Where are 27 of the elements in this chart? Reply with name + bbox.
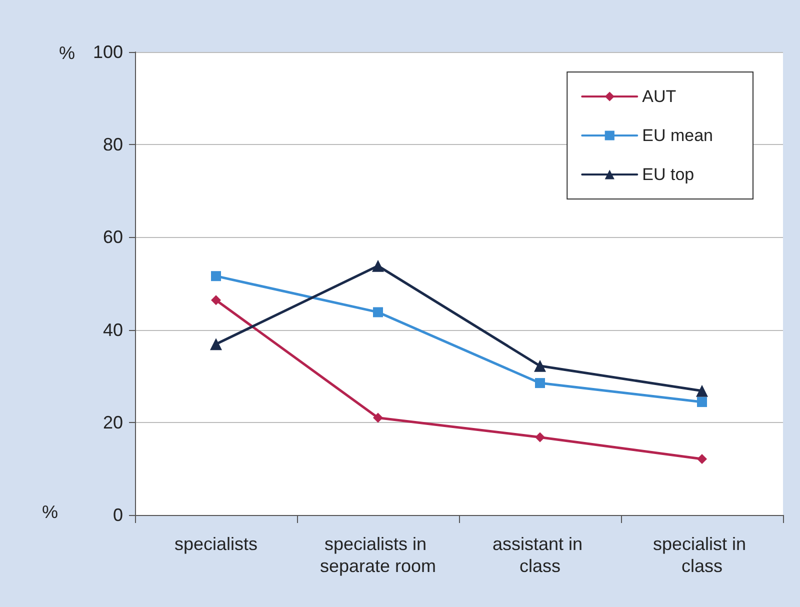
x-tick-label: specialist in class — [652, 534, 752, 576]
y-tick-label: 60 — [102, 227, 123, 248]
point — [373, 412, 383, 423]
text: % — [42, 502, 58, 522]
point — [534, 360, 546, 372]
y-tick-label: 20 — [102, 412, 123, 432]
point — [211, 295, 221, 306]
point — [697, 454, 707, 464]
y-tick-label: 100 — [92, 42, 123, 62]
point — [696, 384, 708, 397]
legend-label: AUT — [642, 87, 676, 106]
point — [535, 432, 545, 442]
y-tick-label: 0 — [112, 505, 123, 525]
x-tick-label: specialists — [174, 534, 258, 554]
legend-label: EU top — [642, 165, 694, 184]
y-axis-title: % — [58, 43, 75, 63]
y-tick-label: 40 — [102, 320, 123, 340]
point — [210, 338, 222, 350]
point — [211, 271, 221, 282]
point — [535, 378, 545, 388]
point — [373, 307, 383, 318]
x-tick-label: specialists in separate room — [320, 534, 436, 576]
x-tick-label: assistant in class — [492, 534, 588, 576]
point — [372, 260, 384, 272]
point — [697, 397, 707, 408]
legend-label: EU mean — [642, 126, 714, 145]
y-tick-label: 80 — [102, 134, 123, 155]
